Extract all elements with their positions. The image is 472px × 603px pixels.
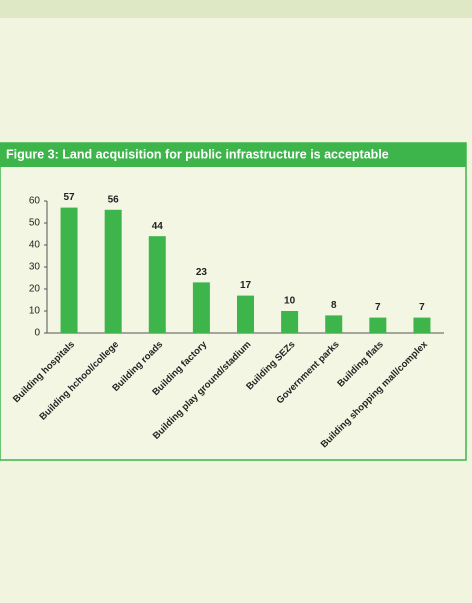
value-label: 17 [240, 280, 252, 291]
bar [281, 311, 299, 333]
bar [148, 236, 166, 333]
y-tick-label: 0 [34, 328, 40, 339]
y-tick-label: 40 [29, 240, 41, 251]
y-tick-label: 10 [29, 306, 41, 317]
chart-title: Figure 3: Land acquisition for public in… [6, 147, 389, 161]
value-label: 23 [196, 267, 208, 278]
value-label: 57 [63, 192, 75, 203]
bar [237, 295, 254, 333]
y-tick-label: 30 [29, 262, 41, 273]
value-label: 56 [108, 194, 120, 205]
bar [104, 209, 122, 333]
bar [369, 317, 387, 333]
top-band [0, 0, 472, 18]
panel [0, 142, 467, 461]
bar [60, 207, 78, 333]
value-label: 44 [152, 221, 164, 232]
value-label: 10 [284, 296, 296, 307]
value-label: 7 [375, 302, 381, 313]
y-tick-label: 50 [29, 218, 41, 229]
header-bar [0, 143, 466, 167]
bar [192, 282, 210, 333]
value-label: 7 [419, 302, 425, 313]
y-tick-label: 20 [29, 284, 41, 295]
bar [413, 317, 431, 333]
bar [325, 315, 343, 333]
value-label: 8 [331, 300, 337, 311]
y-tick-label: 60 [29, 196, 41, 207]
